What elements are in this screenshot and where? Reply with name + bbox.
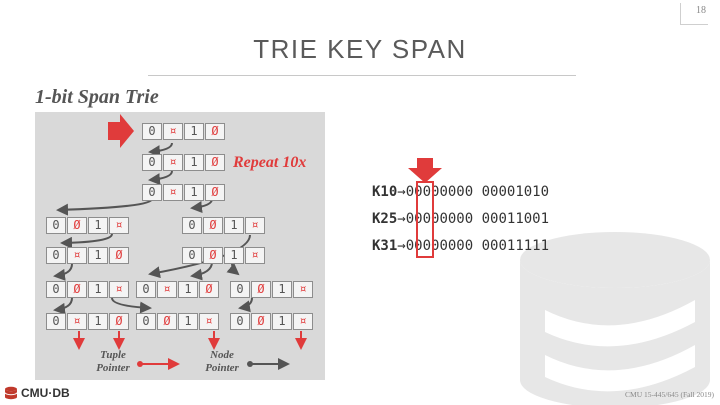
trie-cell: Ø xyxy=(199,281,219,298)
tuple-pointer-legend: Tuple Pointer xyxy=(88,349,138,375)
trie-cell: 0 xyxy=(182,247,202,264)
trie-cell: 1 xyxy=(224,217,244,234)
trie-cell: ¤ xyxy=(163,123,183,140)
trie-cell: ¤ xyxy=(109,217,129,234)
trie-cell: 0 xyxy=(182,217,202,234)
trie-cell: 0 xyxy=(46,313,66,330)
trie-cell: ¤ xyxy=(67,313,87,330)
trie-cell: Ø xyxy=(251,281,271,298)
trie-cell: 0 xyxy=(46,281,66,298)
trie-cell: Ø xyxy=(251,313,271,330)
trie-cell: 1 xyxy=(272,313,292,330)
trie-cell: 0 xyxy=(46,217,66,234)
trie-cell: Ø xyxy=(109,247,129,264)
trie-cell: 1 xyxy=(88,313,108,330)
key-row: K10→00000000 00001010 xyxy=(372,184,549,200)
trie-cell: 0 xyxy=(230,281,250,298)
trie-cell: ¤ xyxy=(163,184,183,201)
trie-cell: Ø xyxy=(157,313,177,330)
trie-cell: 0 xyxy=(46,247,66,264)
trie-cell: 1 xyxy=(224,247,244,264)
repeat-label: Repeat 10x xyxy=(233,154,306,172)
trie-cell: 1 xyxy=(88,281,108,298)
trie-cell: ¤ xyxy=(245,217,265,234)
trie-cell: 1 xyxy=(184,184,204,201)
database-logo-icon xyxy=(4,386,18,400)
trie-cell: 1 xyxy=(88,247,108,264)
trie-cell: 1 xyxy=(178,281,198,298)
trie-cell: ¤ xyxy=(109,281,129,298)
node-pointer-legend: Node Pointer xyxy=(198,349,246,375)
trie-cell: ¤ xyxy=(163,154,183,171)
logo-text: CMU·DB xyxy=(21,386,70,400)
trie-cell: Ø xyxy=(67,281,87,298)
trie-cell: 0 xyxy=(142,123,162,140)
trie-cell: Ø xyxy=(205,184,225,201)
trie-cell: ¤ xyxy=(199,313,219,330)
trie-cell: Ø xyxy=(205,123,225,140)
trie-cell: 1 xyxy=(184,123,204,140)
trie-cell: ¤ xyxy=(157,281,177,298)
course-label: CMU 15-445/645 (Fall 2019) xyxy=(625,390,714,399)
trie-cell: 0 xyxy=(142,184,162,201)
trie-cell: 0 xyxy=(142,154,162,171)
trie-cell: ¤ xyxy=(293,281,313,298)
trie-cell: Ø xyxy=(109,313,129,330)
trie-cell: Ø xyxy=(67,217,87,234)
trie-cell: 0 xyxy=(230,313,250,330)
trie-cell: Ø xyxy=(203,217,223,234)
trie-cell: Ø xyxy=(205,154,225,171)
trie-cell: 0 xyxy=(136,313,156,330)
key-row: K25→00000000 00011001 xyxy=(372,211,549,227)
trie-cell: ¤ xyxy=(293,313,313,330)
cmu-db-logo: CMU·DB xyxy=(4,384,70,402)
trie-cell: 1 xyxy=(184,154,204,171)
first-bit-highlight xyxy=(416,181,434,258)
trie-cell: 0 xyxy=(136,281,156,298)
trie-cell: ¤ xyxy=(67,247,87,264)
trie-cell: ¤ xyxy=(245,247,265,264)
trie-cell: 1 xyxy=(178,313,198,330)
trie-cell: 1 xyxy=(88,217,108,234)
key-row: K31→00000000 00011111 xyxy=(372,238,549,254)
trie-cell: 1 xyxy=(272,281,292,298)
trie-cell: Ø xyxy=(203,247,223,264)
